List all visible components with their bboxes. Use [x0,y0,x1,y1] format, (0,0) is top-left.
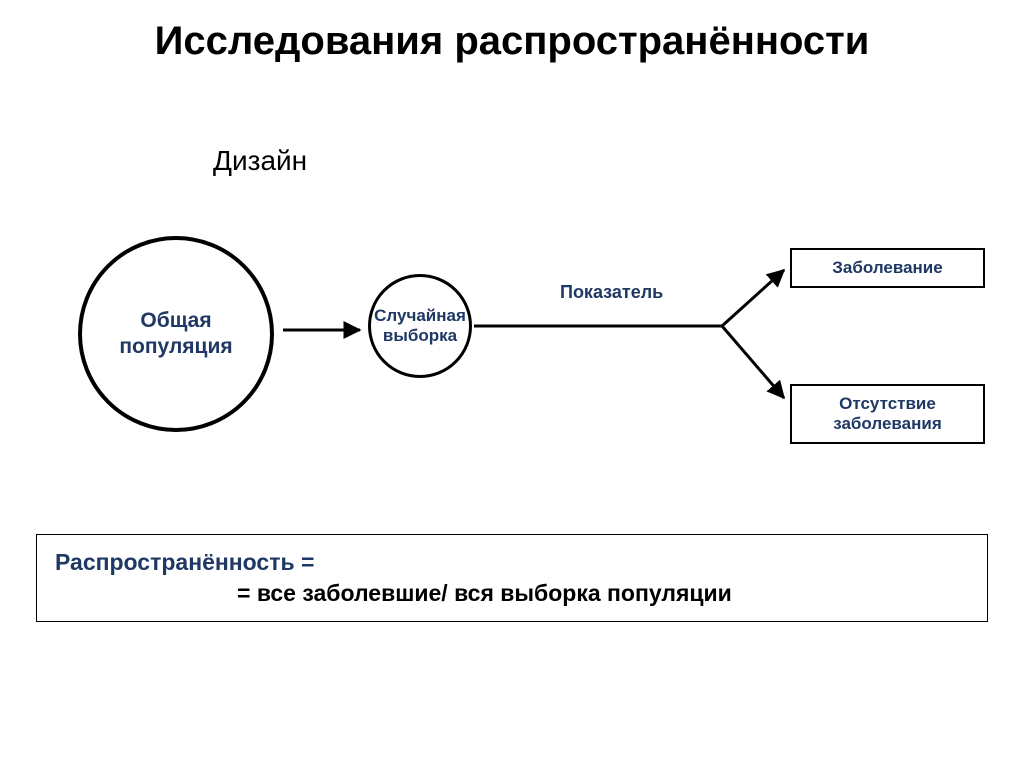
node-random-sample-label: Случайная выборка [374,306,466,345]
subtitle-design: Дизайн [213,145,307,177]
node-general-population: Общая популяция [78,236,274,432]
indicator-label: Показатель [560,282,663,303]
node-disease-label: Заболевание [832,258,942,278]
formula-line-1: Распространённость = [55,549,969,576]
formula-line-2: = все заболевшие/ вся выборка популяции [237,580,969,607]
formula-box: Распространённость = = все заболевшие/ в… [36,534,988,622]
node-general-population-label: Общая популяция [96,308,256,361]
node-random-sample: Случайная выборка [368,274,472,378]
page-title: Исследования распространённости [0,18,1024,64]
node-disease: Заболевание [790,248,985,288]
node-no-disease-label: Отсутствие заболевания [802,394,973,435]
node-no-disease: Отсутствие заболевания [790,384,985,444]
